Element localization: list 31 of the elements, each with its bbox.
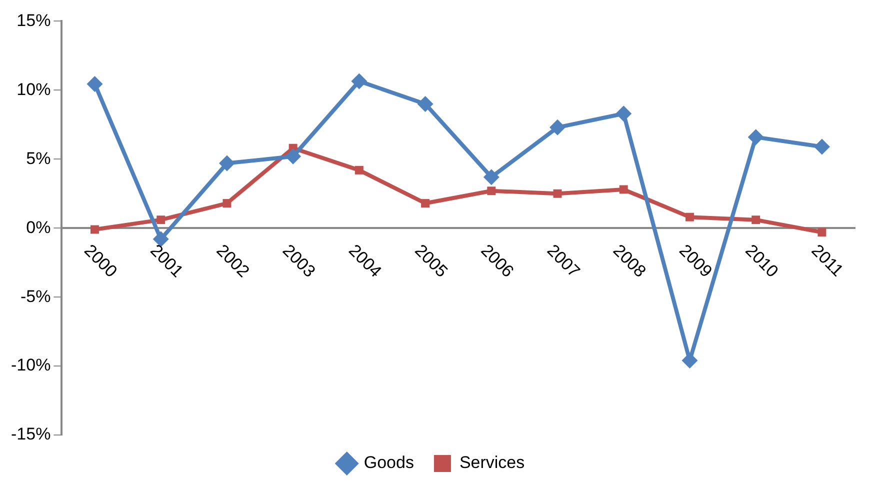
legend-label: Services — [459, 453, 525, 472]
point — [156, 216, 166, 224]
point — [354, 166, 364, 174]
point — [487, 186, 496, 196]
y-tick-label: -10% — [11, 356, 51, 375]
y-tick-label: 10% — [16, 80, 51, 99]
point — [86, 76, 103, 92]
point — [553, 189, 562, 198]
point — [619, 185, 628, 194]
y-tick-label: 15% — [16, 10, 51, 30]
point — [752, 216, 760, 224]
point — [222, 199, 232, 208]
point — [90, 225, 99, 234]
y-tick-label: -15% — [11, 424, 51, 444]
point — [421, 199, 430, 208]
point — [616, 106, 632, 122]
point — [682, 352, 698, 369]
point — [483, 169, 500, 186]
point — [285, 148, 302, 164]
point — [417, 96, 434, 112]
point — [814, 138, 830, 155]
point — [818, 228, 826, 236]
y-tick-label: -5% — [20, 286, 51, 306]
point — [351, 73, 368, 90]
y-tick-label: 0% — [26, 218, 51, 237]
point — [218, 155, 235, 172]
y-tick-label: 5% — [26, 148, 51, 168]
point — [550, 119, 566, 136]
legend-label: Goods — [364, 453, 414, 472]
point — [748, 129, 764, 146]
point — [685, 212, 694, 222]
